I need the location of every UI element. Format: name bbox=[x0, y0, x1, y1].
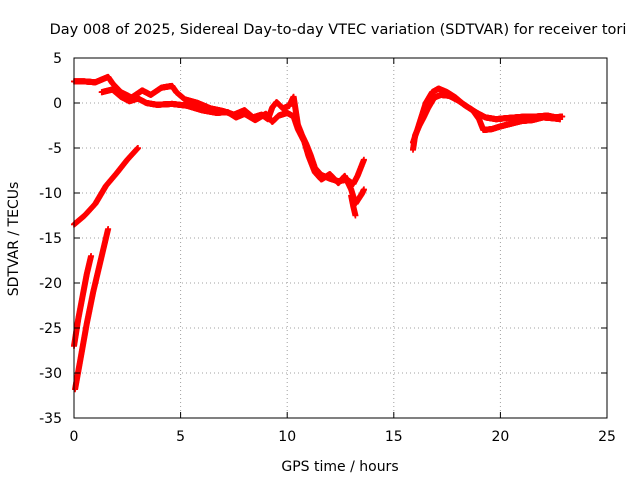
data-point bbox=[352, 212, 359, 219]
y-tick-label: -20 bbox=[39, 276, 62, 292]
x-tick-label: 15 bbox=[385, 429, 403, 445]
x-tick-label: 5 bbox=[176, 429, 185, 445]
y-tick-label: 5 bbox=[53, 51, 62, 67]
y-tick-label: 0 bbox=[53, 96, 62, 112]
y-tick-label: -10 bbox=[39, 186, 62, 202]
x-tick-label: 20 bbox=[491, 429, 509, 445]
x-tick-label: 25 bbox=[598, 429, 616, 445]
y-tick-label: -30 bbox=[39, 366, 62, 382]
data-point bbox=[134, 145, 141, 151]
data-point bbox=[557, 116, 564, 123]
y-tick-label: -35 bbox=[39, 411, 62, 427]
x-axis-label: GPS time / hours bbox=[281, 459, 398, 475]
data-point bbox=[360, 186, 367, 193]
x-tick-label: 10 bbox=[278, 429, 296, 445]
data-point bbox=[360, 156, 367, 163]
y-tick-label: -25 bbox=[39, 321, 62, 337]
x-tick-label: 0 bbox=[70, 429, 79, 445]
data-points bbox=[71, 73, 566, 393]
data-point bbox=[88, 253, 95, 259]
y-tick-label: -5 bbox=[48, 141, 62, 157]
data-point bbox=[105, 226, 112, 232]
chart-title: Day 008 of 2025, Sidereal Day-to-day VTE… bbox=[50, 22, 627, 38]
y-tick-label: -15 bbox=[39, 231, 62, 247]
axis-ticks: 0 5 10 15 20 25 5 0 -5 -10 -15 -20 -25 -30 -35 bbox=[39, 51, 616, 445]
y-axis-label: SDTVAR / TECUs bbox=[6, 182, 22, 297]
